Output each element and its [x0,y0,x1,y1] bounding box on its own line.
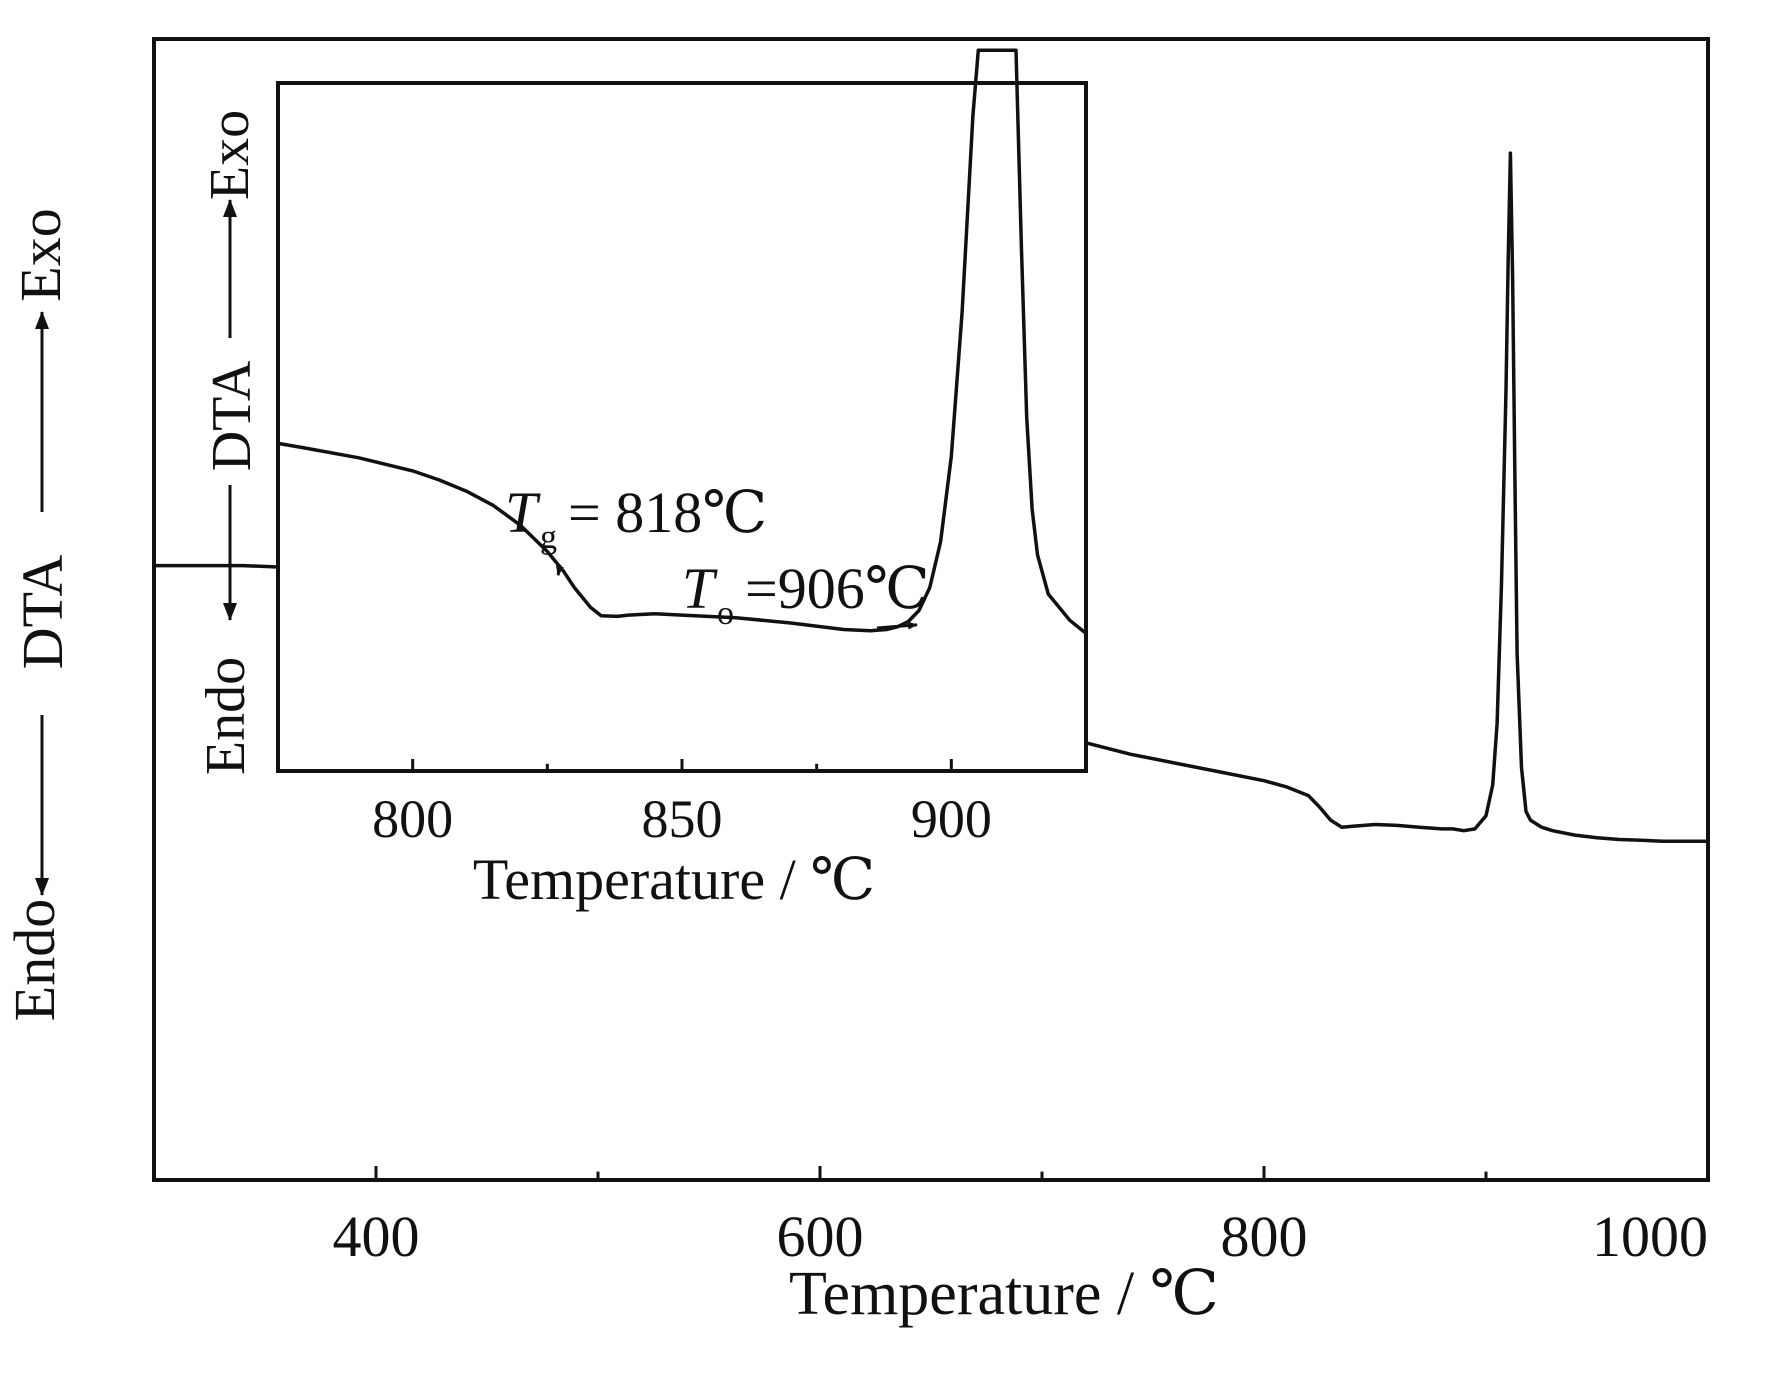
inset-y-axis-label: Endo DTA Exo [195,110,263,775]
main-y-axis-label: Endo DTA Exo [2,208,75,1021]
inset-x-tick-labels: 800 850 900 [372,789,992,849]
to-symbol: T [682,556,718,621]
tg-value: = 818℃ [568,480,767,545]
main-x-tick-label: 800 [1221,1204,1308,1269]
main-y-label-dta: DTA [10,555,75,670]
inset-y-label-dta: DTA [201,360,263,471]
inset-plot-background [278,83,1086,771]
inset-x-tick-label: 800 [372,789,453,849]
main-x-axis-label: Temperature / ℃ [789,1260,1219,1328]
inset-plot-frame [276,81,1088,773]
main-y-label-endo: Endo [2,899,67,1021]
to-subscript: o [717,595,734,632]
tg-arrow [555,564,564,577]
inset-x-tick-label: 850 [642,789,723,849]
main-x-tick-label: 600 [777,1204,864,1269]
tg-symbol: T [505,480,541,545]
inset-x-axis-label: Temperature / ℃ [473,847,875,912]
inset-y-label-exo: Exo [199,110,261,200]
to-value: =906℃ [745,556,930,621]
inset-plot: 800 850 900 Temperature / ℃ T g = 818℃ T o… [276,48,1088,912]
to-arrow [876,621,919,630]
main-y-label-exo: Exo [8,208,73,301]
to-annotation: T o =906℃ [682,556,930,632]
tg-annotation: T g = 818℃ [505,480,767,577]
main-x-tick-label: 400 [333,1204,420,1269]
tg-subscript: g [540,519,557,556]
inset-y-label-endo: Endo [195,657,257,775]
inset-x-tick-label: 900 [911,789,992,849]
main-x-ticks [374,1166,1710,1180]
main-x-tick-labels: 400 600 800 1000 [333,1204,1709,1269]
main-plot-frame [152,37,1710,1182]
main-x-tick-label: 1000 [1592,1204,1708,1269]
main-plot: 400 600 800 1000 Temperature / ℃ [152,37,1710,1328]
